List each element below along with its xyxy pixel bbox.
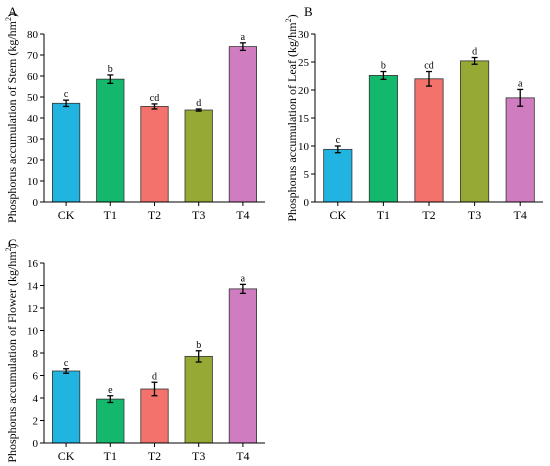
category-label: CK [329,208,346,222]
y-tick-label: 5 [304,169,310,181]
category-label: T1 [377,208,390,222]
category-label: T1 [104,208,117,222]
category-label: T1 [104,449,117,463]
bar-ck [51,102,81,203]
bar-t4 [228,46,258,203]
y-tick-label: 10 [27,326,39,338]
category-label: T3 [468,208,481,222]
bar-t1 [96,78,125,203]
chart-panel-b: B 0 5 10 15 20 25 30 c CK b T1 cd T2 d T3 a T4 Phosphorus … [284,4,543,222]
category-label: T4 [514,208,527,222]
y-tick-label: 4 [33,393,39,405]
bar-t1 [368,75,398,203]
significance-letter: a [241,32,246,43]
panel-label: A [8,4,18,19]
y-tick-label: 40 [27,113,39,125]
significance-letter: cd [150,93,159,104]
bar-ck [51,370,81,444]
bar-t2 [140,106,169,203]
bar-t3 [184,355,213,444]
y-tick-label: 16 [27,258,39,270]
bar-t3 [460,60,490,203]
bar-t4 [228,288,258,444]
significance-letter: d [472,47,477,58]
significance-letter: c [64,89,69,100]
category-label: T4 [236,449,249,463]
y-tick-label: 20 [27,155,39,167]
significance-letter: b [108,64,113,75]
bar-t4 [505,97,535,203]
y-tick-label: 6 [33,371,39,383]
y-tick-label: 15 [298,113,310,125]
chart-panel-a: A 0 10 20 30 40 50 60 70 80 c CK b T1 cd T2 d T3 a T4 Phosph… [4,4,265,223]
y-tick-label: 2 [33,416,39,428]
significance-letter: d [196,98,201,109]
category-label: T2 [148,449,161,463]
y-tick-label: 14 [27,281,39,293]
bar-ck [323,148,353,203]
y-tick-label: 60 [27,71,39,83]
bar-t1 [96,398,125,444]
category-label: T3 [192,208,205,222]
category-label: T4 [236,208,249,222]
bar-t2 [414,78,444,203]
category-label: CK [58,449,75,463]
y-tick-label: 0 [304,197,310,209]
category-label: T3 [192,449,205,463]
significance-letter: b [196,340,201,351]
category-label: T2 [422,208,435,222]
y-tick-label: 20 [298,85,310,97]
y-tick-label: 80 [27,29,39,41]
significance-letter: b [381,61,386,72]
significance-letter: cd [424,61,433,72]
y-tick-label: 30 [298,29,310,41]
category-label: CK [58,208,75,222]
y-tick-label: 50 [27,92,39,104]
y-tick-label: 0 [33,438,39,450]
significance-letter: e [108,385,113,396]
y-tick-label: 0 [33,197,39,209]
bar-t2 [140,388,169,444]
category-label: T2 [148,208,161,222]
panel-label: B [304,4,313,19]
y-axis-label: Phosphorus accumulation of Leaf (kg/hm2) [284,14,299,221]
y-axis-label: Phosphorus accumulation of Stem (kg/hm2) [4,13,19,223]
y-axis-label: Phosphorus accumulation of Flower (kg/hm… [4,243,19,462]
y-tick-label: 30 [27,134,39,146]
chart-panel-c: C 0 2 4 6 8 10 12 14 16 c CK e T1 d T2 b T3 a T4 Phosphorus … [4,236,265,463]
significance-letter: d [152,371,157,382]
y-tick-label: 8 [33,348,39,360]
y-tick-label: 10 [27,176,39,188]
y-tick-label: 12 [27,303,38,315]
significance-letter: c [336,135,341,146]
panel-label: C [8,236,17,251]
bar-t3 [184,109,213,203]
significance-letter: a [241,273,246,284]
y-tick-label: 70 [27,50,39,62]
y-tick-label: 25 [298,57,310,69]
significance-letter: c [64,358,69,369]
y-tick-label: 10 [298,141,310,153]
significance-letter: a [518,78,523,89]
